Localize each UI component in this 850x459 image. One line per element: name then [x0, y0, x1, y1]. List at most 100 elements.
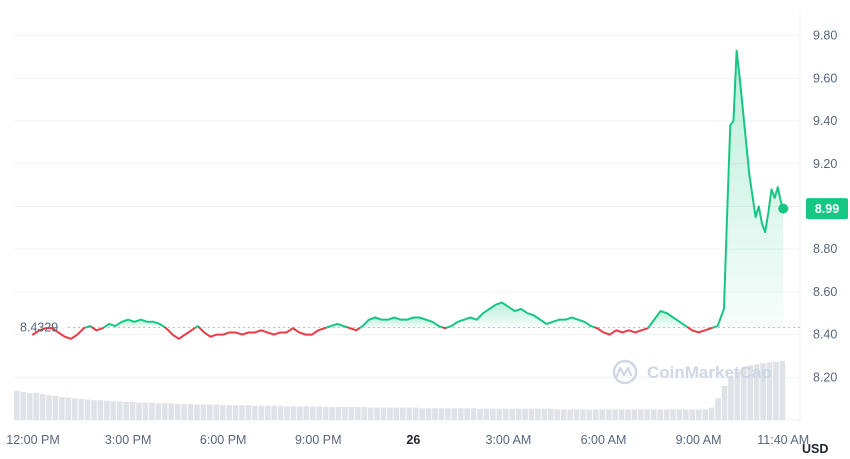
volume-bar: [625, 409, 631, 420]
volume-bar: [116, 401, 123, 420]
volume-bar: [39, 393, 46, 420]
volume-bar: [200, 404, 207, 420]
volume-bar: [354, 406, 361, 420]
volume-bar: [470, 408, 477, 420]
volume-bar: [187, 403, 194, 420]
volume-bar: [174, 403, 181, 420]
line-segment-down: [687, 326, 715, 334]
volume-bar: [65, 397, 72, 420]
volume-bar: [567, 409, 573, 420]
volume-bar: [740, 367, 747, 420]
current-price-label: 8.99: [815, 202, 839, 216]
area-segment: [713, 50, 784, 328]
volume-bar: [277, 405, 284, 420]
volume-bar: [715, 398, 721, 420]
volume-bar: [522, 408, 528, 420]
y-tick-label: 8.40: [813, 328, 837, 342]
watermark: CoinMarketCap: [612, 359, 772, 385]
volume-bar: [374, 407, 380, 420]
volume-bar: [232, 405, 239, 420]
volume-bar: [239, 405, 245, 420]
volume-bar: [264, 405, 271, 420]
volume-bar: [554, 409, 561, 420]
volume-bar: [432, 408, 438, 420]
volume-bar: [573, 409, 580, 420]
volume-bar: [393, 407, 400, 420]
volume-bar: [245, 405, 252, 420]
volume-bar: [380, 407, 387, 420]
volume-bar: [560, 409, 567, 420]
volume-bar: [496, 408, 503, 420]
volume-bar: [451, 408, 458, 420]
volume-bar: [502, 408, 509, 420]
volume-bar: [129, 402, 136, 420]
volume-bar: [316, 406, 322, 420]
volume-bar: [181, 403, 187, 420]
volume-bar: [303, 406, 310, 420]
volume-bar: [309, 406, 316, 420]
y-tick-label: 9.80: [813, 29, 837, 43]
line-segment-down: [32, 326, 87, 340]
volume-bar: [168, 403, 175, 420]
line-segment-down: [198, 326, 328, 338]
volume-bar: [509, 408, 515, 420]
y-tick-label: 8.20: [813, 370, 837, 384]
volume-bar: [683, 409, 689, 420]
volume-bar: [20, 392, 27, 420]
volume-bar: [342, 406, 348, 420]
volume-bar: [605, 409, 612, 420]
x-tick-label: 9:00 AM: [676, 433, 722, 447]
volume-bar: [779, 361, 786, 420]
volume-bar: [547, 408, 554, 420]
line-segment-down: [164, 326, 197, 340]
volume-bar: [78, 398, 84, 420]
volume-bars: [14, 361, 786, 420]
y-tick-label: 9.60: [813, 71, 837, 85]
watermark-text: CoinMarketCap: [647, 363, 772, 382]
volume-bar: [425, 408, 432, 420]
volume-bar: [445, 408, 451, 420]
volume-bar: [258, 405, 265, 420]
line-segment-up: [445, 301, 597, 329]
x-tick-label: 3:00 AM: [485, 433, 531, 447]
volume-bar: [400, 407, 406, 420]
volume-bar: [104, 400, 110, 420]
volume-bar: [657, 409, 663, 420]
volume-bar: [387, 407, 393, 420]
volume-bar: [52, 395, 59, 420]
grid: [14, 10, 801, 421]
x-tick-label: 6:00 AM: [581, 433, 627, 447]
volume-bar: [335, 406, 342, 420]
volume-bar: [477, 408, 483, 420]
volume-bar: [593, 409, 599, 420]
x-tick-label: 3:00 PM: [105, 433, 152, 447]
current-price-badge: 8.99: [806, 198, 848, 220]
volume-bar: [155, 403, 162, 420]
volume-bar: [631, 409, 638, 420]
volume-bar: [760, 362, 766, 420]
volume-bar: [271, 405, 277, 420]
y-tick-label: 9.20: [813, 157, 837, 171]
x-tick-label: 11:40 AM: [757, 433, 809, 447]
volume-bar: [753, 364, 760, 420]
reference-price-label: 8.4329: [20, 321, 58, 335]
y-tick-label: 8.80: [813, 242, 837, 256]
volume-bar: [91, 400, 97, 420]
volume-bar: [638, 409, 644, 420]
area-fill: [85, 50, 784, 328]
volume-bar: [329, 406, 335, 420]
line-segment-up: [102, 318, 167, 329]
volume-bar: [348, 406, 355, 420]
volume-bar: [290, 406, 297, 420]
x-tick-label: 9:00 PM: [295, 433, 342, 447]
volume-bar: [464, 408, 470, 420]
volume-bar: [219, 405, 226, 420]
volume-bar: [728, 376, 734, 420]
volume-bar: [618, 409, 625, 420]
volume-bar: [322, 406, 329, 420]
volume-bar: [123, 402, 129, 420]
x-tick-label: 26: [406, 433, 420, 447]
volume-bar: [207, 404, 213, 420]
volume-bar: [412, 407, 419, 420]
